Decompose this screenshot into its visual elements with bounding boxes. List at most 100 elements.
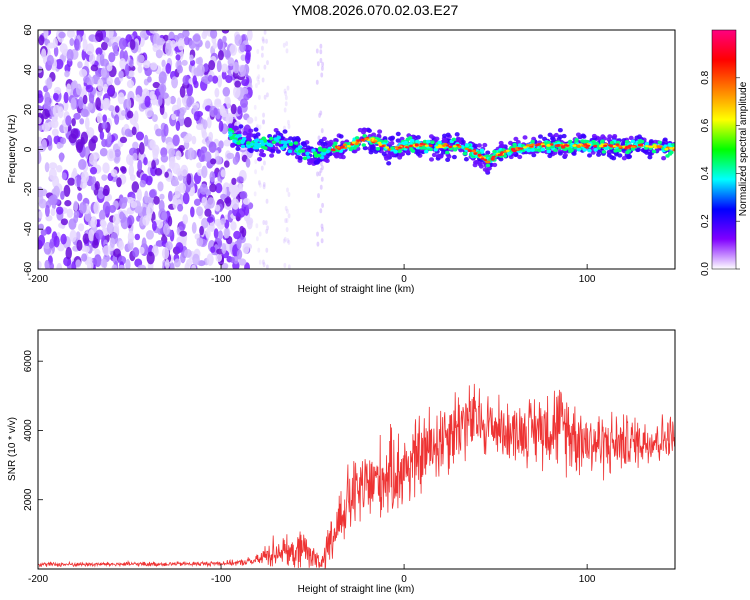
noise-blob xyxy=(189,59,196,66)
noise-blob xyxy=(128,59,134,68)
noise-blob xyxy=(76,239,83,252)
snr-frame xyxy=(37,329,676,570)
noise-blob xyxy=(220,218,226,225)
noise-blob xyxy=(217,74,223,88)
trace-peak xyxy=(452,145,457,148)
trace-core xyxy=(630,147,636,151)
colorbar-tick-label: 0.6 xyxy=(700,118,711,132)
trace-peak xyxy=(336,146,341,149)
snr-marks xyxy=(38,383,675,569)
noise-blob xyxy=(189,54,194,62)
noise-blob xyxy=(105,30,114,39)
noise-blob xyxy=(238,258,247,266)
trace-blob xyxy=(415,135,421,140)
noise-blob xyxy=(214,155,223,165)
trace-core xyxy=(361,143,366,147)
trace-blob xyxy=(445,157,451,162)
spectrogram-y-ticks: 60 40 20 0 -20 -40 -60 xyxy=(23,24,43,276)
noise-blob xyxy=(38,117,42,125)
trace-blob xyxy=(257,156,263,162)
noise-blob xyxy=(196,206,204,217)
trace-blob xyxy=(386,161,392,166)
noise-blob xyxy=(161,211,168,221)
noise-blob xyxy=(104,195,110,203)
noise-blob xyxy=(87,102,94,111)
trace-blob xyxy=(275,130,281,136)
trace-peak xyxy=(464,147,469,151)
noise-blob xyxy=(149,30,158,34)
noise-blob xyxy=(103,36,110,43)
noise-blob xyxy=(196,64,201,77)
noise-blob xyxy=(164,42,172,56)
trace-peak xyxy=(556,143,561,147)
noise-blob xyxy=(212,75,219,84)
trace-blob xyxy=(445,132,451,137)
noise-blob xyxy=(167,190,173,202)
trace-blob xyxy=(612,133,618,139)
x-tick-label: 0 xyxy=(401,274,407,285)
noise-blob xyxy=(117,92,125,105)
streak-blob xyxy=(262,112,265,118)
trace-core xyxy=(362,134,367,138)
y-tick-label: 60 xyxy=(23,24,34,36)
noise-blob xyxy=(59,152,64,163)
trace-peak xyxy=(624,145,629,149)
noise-blob xyxy=(180,164,189,177)
trace-core xyxy=(409,139,415,143)
noise-blob xyxy=(44,91,51,103)
trace-peak xyxy=(656,145,661,149)
trace-core xyxy=(530,148,535,152)
trace-core xyxy=(428,147,433,152)
noise-blob xyxy=(143,134,149,147)
noise-blob xyxy=(78,96,84,110)
trace-blob xyxy=(261,152,267,158)
noise-blob xyxy=(230,256,235,264)
trace-blob xyxy=(557,128,563,133)
noise-blob xyxy=(204,40,211,49)
streak-blob xyxy=(257,247,261,253)
noise-blob xyxy=(128,70,135,78)
noise-blob xyxy=(53,86,62,95)
colorbar-strip xyxy=(711,29,737,270)
trace-core xyxy=(576,147,581,152)
trace-blob xyxy=(228,123,234,128)
trace-blob xyxy=(313,160,319,165)
noise-blob xyxy=(225,196,232,207)
streak-blob xyxy=(319,208,323,214)
trace-blob xyxy=(305,145,311,150)
streak-blob xyxy=(256,64,260,70)
noise-blob xyxy=(213,107,218,116)
noise-blob xyxy=(119,58,126,70)
snr-y-ticks: 6000 4000 2000 xyxy=(23,350,43,511)
streak-blob xyxy=(265,247,269,253)
trace-blob xyxy=(270,148,276,153)
trace-blob xyxy=(561,133,567,139)
noise-blob xyxy=(223,139,232,147)
noise-blob xyxy=(197,56,204,66)
noise-blob xyxy=(95,97,101,111)
noise-blob xyxy=(169,96,177,105)
noise-blob xyxy=(213,228,219,239)
trace-blob xyxy=(557,151,563,156)
noise-blob xyxy=(221,242,227,255)
noise-blob xyxy=(137,264,147,269)
streak-blob xyxy=(283,236,287,242)
trace-core xyxy=(479,148,485,153)
noise-blob xyxy=(88,229,95,242)
noise-blob xyxy=(203,98,212,106)
noise-blob xyxy=(175,242,184,253)
streak-blob xyxy=(319,110,323,116)
trace-peak xyxy=(428,144,433,147)
streak-blob xyxy=(262,262,266,268)
streak-blob xyxy=(284,101,288,107)
trace-blob xyxy=(384,156,390,161)
trace-peak xyxy=(471,149,476,153)
noise-blob xyxy=(89,53,96,65)
trace-peak xyxy=(437,144,442,147)
noise-blob xyxy=(127,215,135,226)
trace-blob xyxy=(234,126,240,131)
noise-blob xyxy=(65,246,72,260)
noise-blob xyxy=(161,59,166,68)
spectrogram-panel: -200 -100 0 100 60 40 20 0 -20 -40 -60 Height of … xyxy=(7,24,676,295)
y-tick-label: 2000 xyxy=(23,488,34,511)
